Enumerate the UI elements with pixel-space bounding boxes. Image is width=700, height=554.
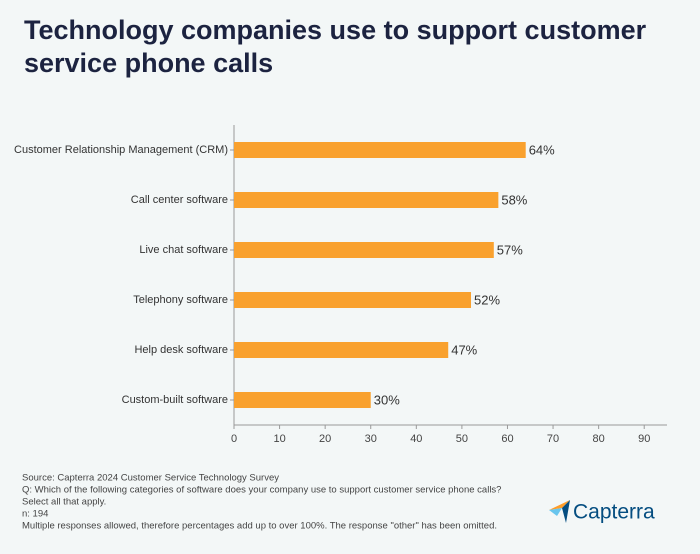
chart-title: Technology companies use to support cust… (24, 15, 647, 78)
x-tick-label: 40 (410, 433, 422, 445)
footnote: Source: Capterra 2024 Customer Service T… (22, 473, 279, 484)
x-tick-label: 20 (319, 433, 331, 445)
y-tick-label: Custom-built software (122, 394, 228, 406)
logo-text: Capterra (573, 501, 655, 524)
footnote: Q: Which of the following categories of … (22, 485, 501, 496)
logo: Capterra (549, 500, 655, 524)
value-label: 52% (474, 292, 500, 307)
x-tick-label: 10 (273, 433, 285, 445)
bar (234, 342, 449, 358)
y-tick-label: Live chat software (139, 244, 228, 256)
bar (234, 392, 371, 408)
footnote: n: 194 (22, 509, 48, 520)
bar (234, 192, 499, 208)
logo-mark (549, 500, 570, 510)
logo-mark (562, 500, 570, 523)
x-tick-label: 90 (638, 433, 650, 445)
value-label: 64% (529, 142, 555, 157)
x-tick-label: 70 (547, 433, 559, 445)
x-tick-label: 80 (593, 433, 605, 445)
value-label: 47% (451, 342, 477, 357)
value-label: 57% (497, 242, 523, 257)
y-tick-label: Call center software (131, 194, 228, 206)
x-tick-label: 0 (231, 433, 237, 445)
footnote: Multiple responses allowed, therefore pe… (22, 521, 497, 532)
bar (234, 142, 526, 158)
bar (234, 242, 494, 258)
logo-mark (549, 508, 562, 516)
y-tick-label: Telephony software (133, 294, 228, 306)
footnote: Select all that apply. (22, 497, 106, 508)
x-tick-label: 60 (501, 433, 513, 445)
bar (234, 292, 472, 308)
value-label: 58% (501, 192, 527, 207)
x-tick-label: 50 (456, 433, 468, 445)
y-tick-label: Customer Relationship Management (CRM) (14, 144, 228, 156)
y-tick-label: Help desk software (134, 344, 228, 356)
x-tick-label: 30 (365, 433, 377, 445)
value-label: 30% (374, 392, 400, 407)
